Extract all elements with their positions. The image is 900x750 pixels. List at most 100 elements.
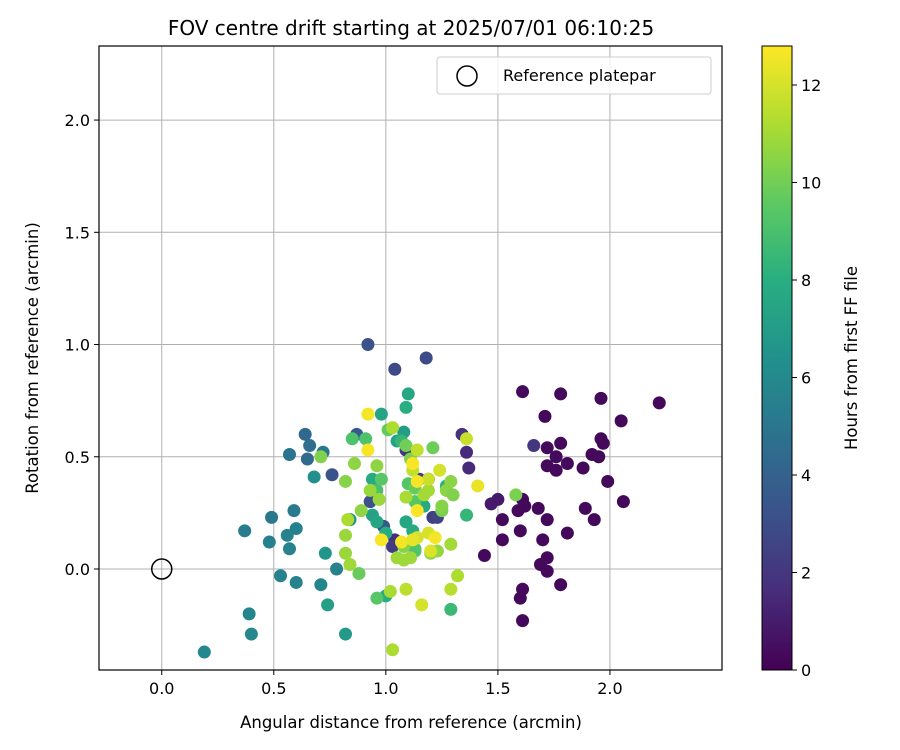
data-point [592,450,606,464]
data-point [444,582,458,596]
data-point [401,387,415,401]
y-tick-label: 0.5 [65,448,90,467]
data-point [578,501,592,515]
data-point [462,461,476,475]
data-point [399,439,413,453]
data-point [406,533,420,547]
data-point [325,468,339,482]
data-point [538,409,552,423]
x-tick-label: 1.0 [373,679,398,698]
data-point [426,441,440,455]
data-point [549,450,563,464]
data-point [347,456,361,470]
data-point [410,474,424,488]
data-point [307,470,321,484]
data-point [374,407,388,421]
data-point [460,432,474,446]
colorbar-tick-label: 6 [801,369,811,388]
data-point [419,351,433,365]
data-point [554,436,568,450]
data-point [417,488,431,502]
data-point [399,400,413,414]
data-point [554,578,568,592]
data-point [484,497,498,511]
data-point [596,436,610,450]
data-point [300,452,314,466]
y-axis-label: Rotation from reference (arcmin) [23,222,42,494]
chart-title: FOV centre drift starting at 2025/07/01 … [168,16,654,40]
data-point [365,472,379,486]
data-points [197,338,666,659]
data-point [370,459,384,473]
data-point [339,474,353,488]
data-point [197,645,211,659]
data-point [616,495,630,509]
data-point [242,607,256,621]
data-point [415,598,429,612]
data-point [516,385,530,399]
data-point [339,627,353,641]
data-point [513,524,527,538]
data-point [282,448,296,462]
data-point [265,510,279,524]
data-point [560,526,574,540]
data-point [399,490,413,504]
data-point [238,524,252,538]
data-point [527,439,541,453]
data-point [513,591,527,605]
data-point [652,396,666,410]
x-axis-label: Angular distance from reference (arcmin) [240,713,582,732]
x-tick-label: 1.5 [485,679,510,698]
data-point [421,472,435,486]
data-point [433,463,447,477]
colorbar: 0 2 4 6 8 10 12 Hours from first FF file [761,45,861,680]
data-point [576,461,590,475]
data-point [303,439,317,453]
data-point [244,627,258,641]
colorbar-tick-label: 2 [801,564,811,583]
data-point [601,474,615,488]
data-point [282,542,296,556]
data-point [262,535,276,549]
data-point [318,546,332,560]
data-point [321,598,335,612]
data-point [314,578,328,592]
data-point [388,362,402,376]
y-tick-label: 1.0 [65,336,90,355]
data-point [435,499,449,513]
data-point [404,551,417,565]
data-point [587,513,601,527]
data-point [516,614,530,628]
legend-label: Reference platepar [503,66,656,85]
data-point [451,569,465,583]
data-point [330,562,344,576]
data-point [395,535,409,549]
data-point [339,546,353,560]
data-point [399,515,413,529]
data-point [554,387,568,401]
data-point [386,421,400,435]
data-point [341,513,355,527]
data-point [509,488,523,502]
data-point [444,602,458,616]
data-point [428,531,442,545]
data-point [444,537,458,551]
data-point [531,501,545,515]
y-tick-label: 0.0 [65,560,90,579]
data-point [374,533,388,547]
data-point [477,549,491,563]
data-point [460,508,474,522]
data-point [399,582,413,596]
plot-frame [98,45,723,671]
x-axis-ticks: 0.0 0.5 1.0 1.5 2.0 [149,670,623,698]
reference-point [150,558,173,580]
data-point [444,474,458,488]
data-point [383,584,397,598]
data-point [370,515,384,529]
data-point [370,591,384,605]
data-point [345,432,359,446]
data-point [406,456,420,470]
colorbar-gradient [761,45,793,671]
data-point [410,504,424,518]
data-point [549,463,563,477]
